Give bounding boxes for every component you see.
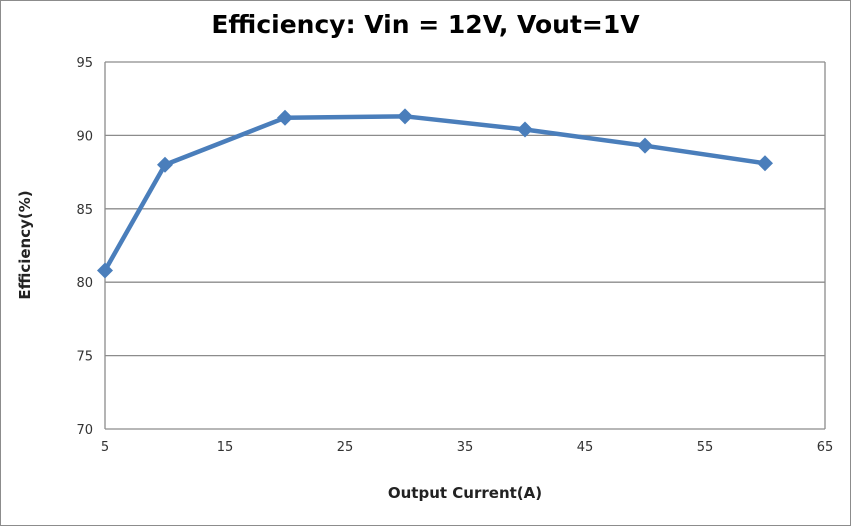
y-tick-label: 70	[76, 423, 93, 438]
y-axis-label: Efficiency(%)	[16, 190, 34, 300]
x-tick-label: 45	[577, 440, 594, 455]
x-tick-label: 65	[817, 440, 834, 455]
x-tick-label: 35	[457, 440, 474, 455]
data-point-marker	[397, 108, 413, 125]
data-point-marker	[157, 156, 173, 173]
x-tick-label: 5	[101, 440, 109, 455]
y-tick-label: 90	[76, 129, 93, 144]
y-tick-label: 85	[76, 203, 93, 218]
x-axis-label: Output Current(A)	[387, 484, 543, 502]
y-tick-label: 80	[76, 276, 93, 291]
x-tick-label: 25	[337, 440, 354, 455]
data-point-marker	[277, 109, 293, 126]
y-tick-label: 95	[76, 56, 93, 71]
y-tick-label: 75	[76, 350, 93, 365]
data-point-marker	[517, 121, 533, 138]
data-point-marker	[757, 155, 773, 172]
chart-title: Efficiency: Vin = 12V, Vout=1V	[211, 10, 640, 39]
series-line	[103, 114, 766, 272]
data-point-marker	[637, 137, 653, 154]
data-point-marker	[97, 262, 113, 279]
x-tick-label: 15	[217, 440, 234, 455]
x-tick-label: 55	[697, 440, 714, 455]
